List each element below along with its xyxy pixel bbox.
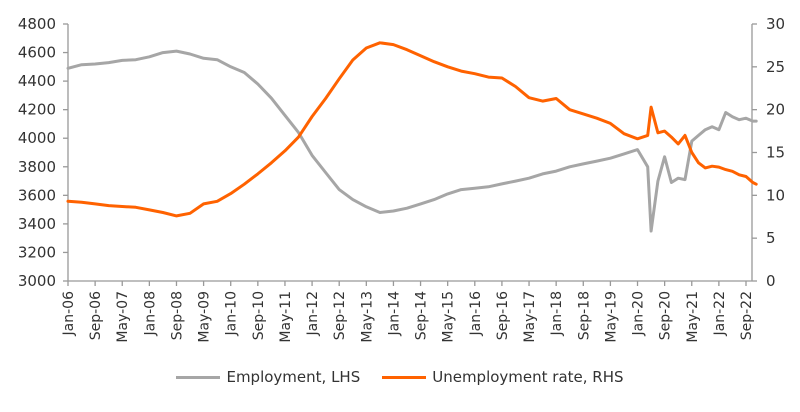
left-tick-label: 3600 xyxy=(18,186,56,204)
x-tick-label: Sep-22 xyxy=(739,291,755,340)
x-tick-label: May-09 xyxy=(197,291,213,343)
x-tick-label: Sep-10 xyxy=(251,291,267,340)
x-tick-label: May-21 xyxy=(685,291,701,343)
right-y-axis: 0 5 10 15 20 25 30 xyxy=(751,15,785,290)
left-tick-label: 3200 xyxy=(18,243,56,261)
left-tick-label: 3400 xyxy=(18,215,56,233)
right-tick-label: 15 xyxy=(766,144,785,162)
x-tick-label: Jan-12 xyxy=(305,291,321,336)
legend-item-employment: Employment, LHS xyxy=(176,368,360,386)
right-tick-label: 25 xyxy=(766,58,785,76)
legend-label-unemployment: Unemployment rate, RHS xyxy=(432,368,624,386)
x-tick-label: Jan-18 xyxy=(549,291,565,336)
legend: Employment, LHS Unemployment rate, RHS xyxy=(0,368,800,386)
x-tick-label: May-17 xyxy=(522,291,538,343)
left-tick-label: 4200 xyxy=(18,101,56,119)
x-tick-label: Jan-20 xyxy=(631,291,647,336)
x-tick-label: May-11 xyxy=(278,291,294,343)
left-tick-label: 4000 xyxy=(18,129,56,147)
x-tick-label: Sep-06 xyxy=(88,291,104,340)
x-tick-label: Sep-14 xyxy=(414,291,430,340)
left-tick-label: 4800 xyxy=(18,15,56,33)
x-axis: Jan-06 Sep-06 May-07 Jan-08 Sep-08 May-09 Jan-… xyxy=(61,280,755,343)
x-tick-label: Jan-06 xyxy=(61,291,77,337)
x-tick-label: Sep-18 xyxy=(576,291,592,340)
right-tick-label: 20 xyxy=(766,101,785,119)
x-tick-label: Jan-10 xyxy=(224,291,240,336)
x-tick-label: May-07 xyxy=(115,291,131,343)
legend-label-employment: Employment, LHS xyxy=(226,368,361,386)
employment-line xyxy=(66,49,758,233)
x-tick-label: May-13 xyxy=(359,291,375,343)
chart: 3000 3200 3400 3600 3800 4000 4200 4400 4600 4800… xyxy=(18,15,785,343)
right-tick-label: 0 xyxy=(766,272,776,290)
right-tick-label: 30 xyxy=(766,15,785,33)
x-tick-label: Sep-08 xyxy=(169,291,185,340)
right-tick-label: 10 xyxy=(766,186,785,204)
left-tick-label: 4400 xyxy=(18,72,56,90)
x-tick-label: Jan-08 xyxy=(142,291,158,336)
legend-item-unemployment: Unemployment rate, RHS xyxy=(382,368,624,386)
x-tick-label: Sep-16 xyxy=(495,291,511,340)
x-tick-label: Jan-22 xyxy=(712,291,728,336)
left-tick-label: 4600 xyxy=(18,44,56,62)
left-tick-label: 3800 xyxy=(18,158,56,176)
x-tick-label: May-15 xyxy=(441,291,457,343)
x-tick-label: May-19 xyxy=(603,291,619,343)
x-tick-label: Sep-20 xyxy=(658,291,674,340)
left-tick-label: 3000 xyxy=(18,272,56,290)
unemployment-swatch-icon xyxy=(382,375,427,379)
x-tick-label: Jan-14 xyxy=(386,291,402,337)
right-tick-label: 5 xyxy=(766,229,776,247)
unemployment-rate-line xyxy=(66,41,758,218)
employment-swatch-icon xyxy=(176,375,221,379)
x-tick-label: Sep-12 xyxy=(332,291,348,340)
x-tick-label: Jan-16 xyxy=(468,291,484,337)
left-y-axis: 3000 3200 3400 3600 3800 4000 4200 4400 4600 4800 xyxy=(18,15,69,290)
